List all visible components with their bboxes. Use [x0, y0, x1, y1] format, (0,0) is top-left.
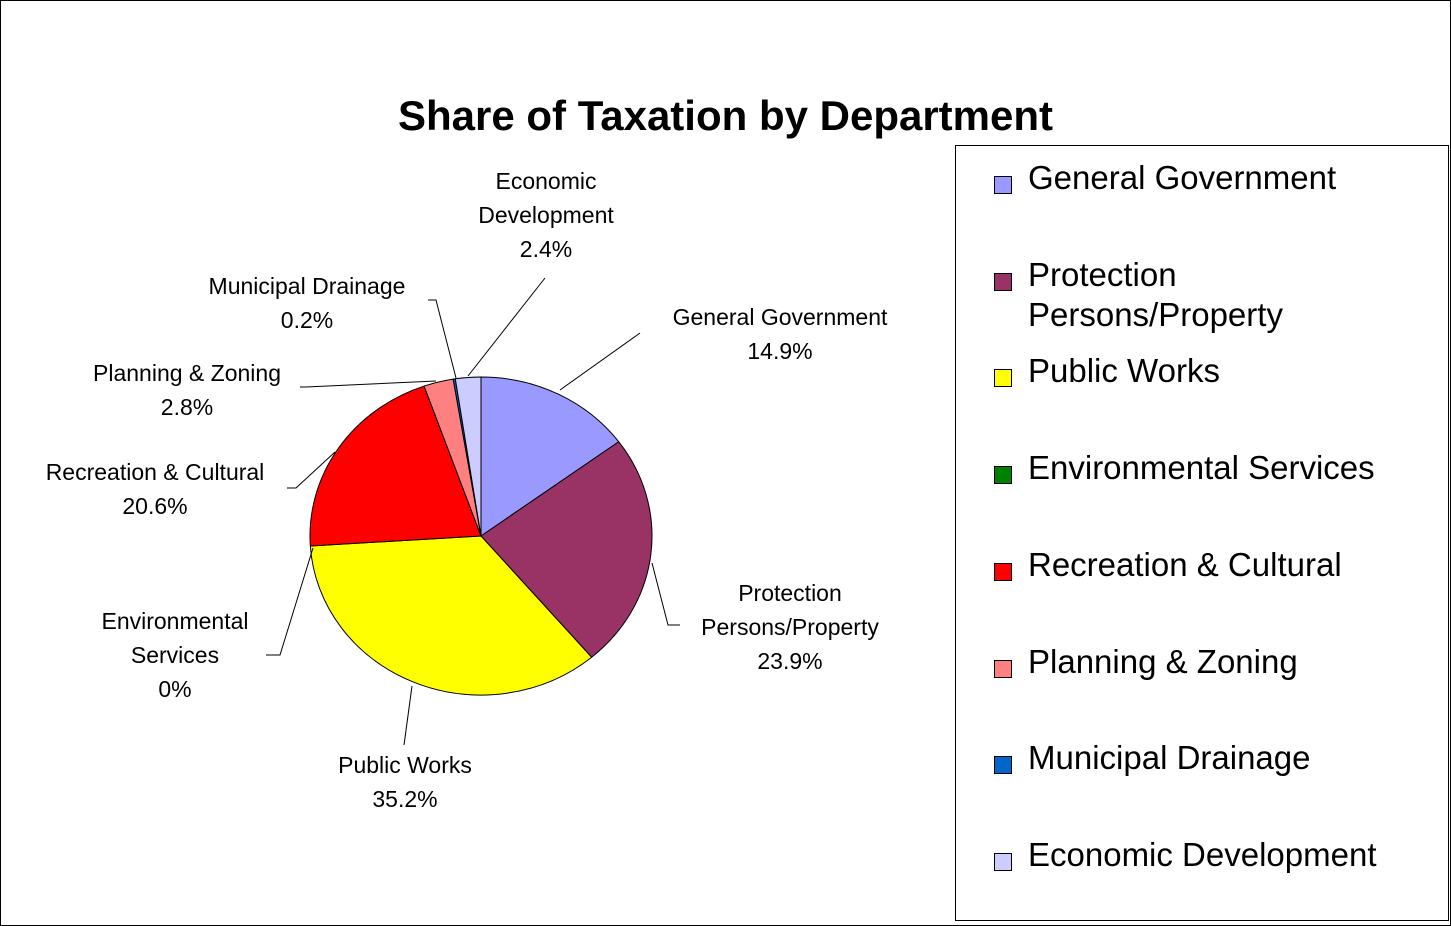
legend: General Government Protection Persons/Pro…: [955, 145, 1449, 921]
legend-label: Planning & Zoning: [1028, 643, 1298, 680]
data-label-value: 20.6%: [122, 493, 188, 519]
data-label: Economic Development 2.4%: [478, 164, 614, 266]
data-label: Planning & Zoning 2.8%: [93, 356, 281, 424]
legend-swatch: [994, 563, 1012, 581]
data-label-name: General Government: [672, 304, 888, 330]
chart-title: Share of Taxation by Department: [397, 92, 1054, 139]
pie-slice-protection-persons-property: [480, 441, 653, 658]
legend-swatch: [994, 369, 1012, 387]
data-label-name: Protection Persons/Property: [701, 580, 879, 640]
legend-label: Public Works: [1028, 352, 1220, 389]
legend-label: General Government: [1028, 159, 1337, 196]
data-label: Recreation & Cultural 20.6%: [46, 455, 265, 523]
leader-line: [651, 562, 680, 626]
leader-line: [300, 380, 437, 388]
pie-slice-economic-development: [454, 376, 482, 537]
data-label-name: Environmental Services: [101, 608, 249, 668]
leader-line: [266, 547, 314, 656]
legend-swatch: [994, 756, 1012, 774]
data-label-value: 0.2%: [280, 307, 334, 333]
data-label: Public Works 35.2%: [338, 748, 472, 816]
leader-line: [428, 299, 457, 379]
data-label-value: 23.9%: [757, 648, 823, 674]
data-label-value: 2.8%: [160, 394, 214, 420]
legend-swatch: [994, 176, 1012, 194]
data-label-name: Recreation & Cultural: [45, 459, 265, 485]
data-label: Municipal Drainage 0.2%: [209, 269, 406, 337]
leader-line: [403, 685, 413, 746]
data-label-value: 0%: [158, 676, 192, 702]
data-label-name: Planning & Zoning: [93, 360, 281, 386]
pie-slice-recreation-cultural: [309, 385, 482, 547]
data-label-value: 35.2%: [372, 786, 438, 812]
legend-swatch: [994, 853, 1012, 871]
legend-label: Recreation & Cultural: [1028, 546, 1342, 583]
pie-slice-general-government: [480, 376, 620, 537]
data-label-name: Economic Development: [478, 168, 614, 228]
legend-label: Economic Development: [1028, 836, 1377, 873]
legend-label: Protection Persons/Property: [1028, 256, 1283, 333]
data-label: Protection Persons/Property 23.9%: [701, 576, 879, 678]
legend-swatch: [994, 660, 1012, 678]
leader-line: [559, 332, 641, 391]
pie-slice-public-works: [309, 535, 593, 696]
legend-swatch: [994, 466, 1012, 484]
legend-label: Municipal Drainage: [1028, 739, 1311, 776]
legend-label: Environmental Services: [1028, 449, 1375, 486]
data-label-value: 14.9%: [747, 338, 813, 364]
legend-swatch: [994, 273, 1012, 291]
leader-line: [467, 277, 546, 377]
data-label: Environmental Services 0%: [101, 604, 248, 706]
data-label: General Government 14.9%: [673, 300, 888, 368]
data-label-name: Public Works: [338, 752, 472, 778]
data-label-value: 2.4%: [519, 236, 573, 262]
leader-line: [287, 451, 336, 489]
data-label-name: Municipal Drainage: [208, 273, 406, 299]
